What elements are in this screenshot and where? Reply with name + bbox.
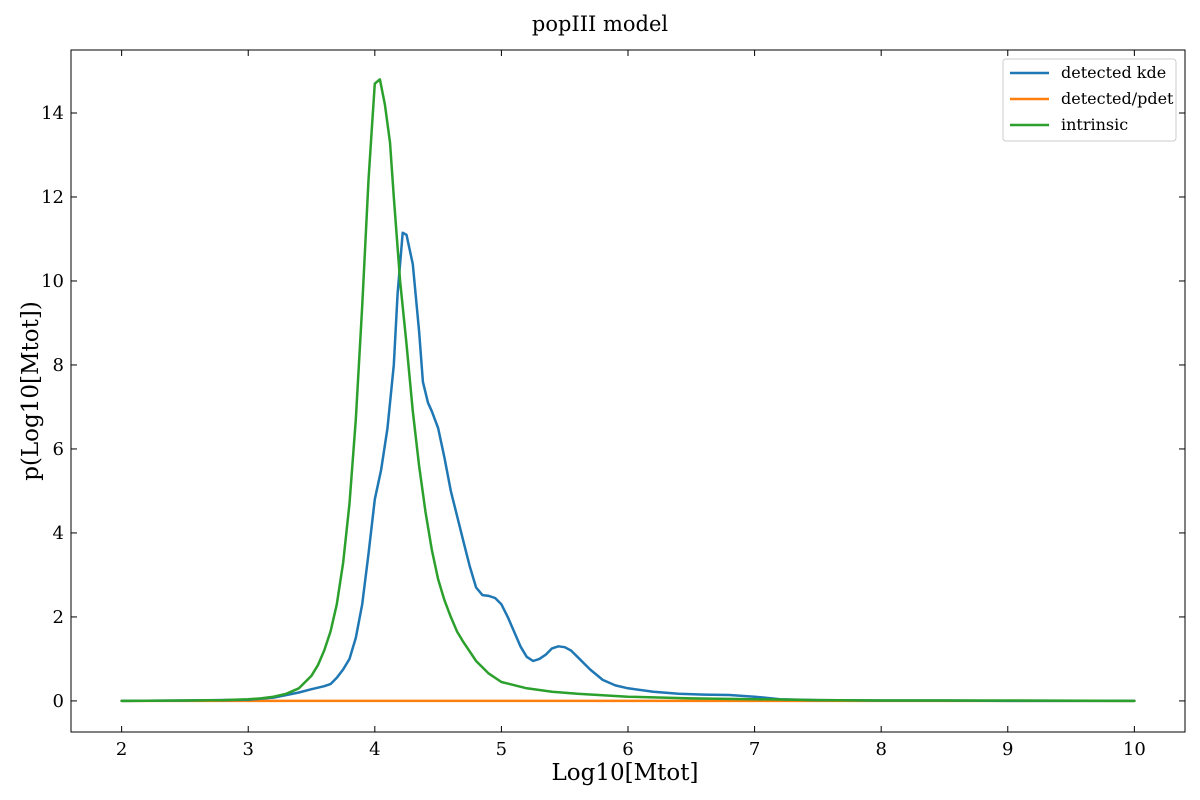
y-tick-label: 14 [41, 103, 64, 124]
y-axis-label: p(Log10[Mtot]) [18, 301, 44, 481]
y-tick-label: 2 [53, 607, 64, 628]
legend-label: intrinsic [1061, 115, 1128, 134]
series-layer [120, 78, 1136, 703]
x-tick-label: 6 [622, 739, 633, 760]
y-tick-label: 0 [53, 691, 64, 712]
plot-area-frame [70, 49, 1186, 733]
legend-label: detected kde [1061, 63, 1166, 82]
legend-label: detected/pdet [1061, 89, 1174, 108]
x-tick-label: 5 [496, 739, 507, 760]
x-tick-label: 7 [749, 739, 760, 760]
y-tick-label: 12 [41, 187, 64, 208]
y-tick-label: 6 [53, 439, 64, 460]
axis-ticks: 2 3 4 5 6 7 8 9 10 0 2 4 6 8 10 12 14 [41, 50, 1185, 760]
y-tick-label: 8 [53, 355, 64, 376]
chart-title: popIII model [532, 12, 669, 36]
y-tick-label: 4 [53, 523, 64, 544]
x-tick-label: 10 [1123, 739, 1146, 760]
series-line-detected-kde [120, 231, 1136, 703]
series-line-intrinsic [120, 78, 1136, 703]
x-axis-label: Log10[Mtot] [552, 760, 699, 786]
legend-box [1002, 58, 1177, 142]
legend: detected kde detected/pdet intrinsic [1002, 58, 1177, 142]
x-tick-label: 9 [1002, 739, 1013, 760]
x-tick-label: 8 [875, 739, 886, 760]
x-tick-label: 2 [116, 739, 127, 760]
x-tick-label: 4 [369, 739, 380, 760]
x-tick-label: 3 [243, 739, 254, 760]
y-tick-label: 10 [41, 271, 64, 292]
